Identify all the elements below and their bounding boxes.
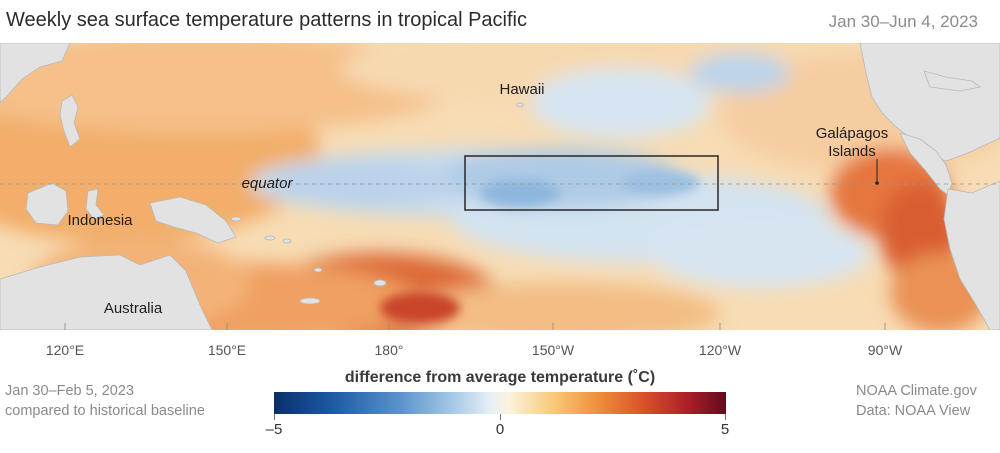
legend-label-zero: 0 — [495, 421, 505, 438]
lon-label-120w: 120°W — [698, 342, 742, 358]
legend-label-max: 5 — [720, 421, 730, 438]
label-hawaii: Hawaii — [499, 81, 544, 98]
credit-data: Data: NOAA View — [856, 403, 971, 419]
lon-label-120e: 120°E — [45, 342, 85, 358]
sst-anomaly-map: Hawaii Galápagos Islands equator Indones… — [0, 43, 1000, 330]
lon-label-180: 180° — [374, 342, 404, 358]
legend-title: difference from average temperature (˚C) — [344, 369, 656, 386]
legend-tick-max — [725, 414, 726, 420]
nino34-box — [464, 155, 719, 211]
label-indonesia: Indonesia — [67, 212, 133, 229]
credits: NOAA Climate.gov Data: NOAA View — [856, 381, 977, 421]
week-caption: Jan 30–Feb 5, 2023 compared to historica… — [5, 381, 205, 421]
legend-label-min: –5 — [265, 421, 283, 438]
week-dates: Jan 30–Feb 5, 2023 — [5, 383, 134, 399]
legend-tick-min — [274, 414, 275, 420]
label-australia: Australia — [104, 300, 163, 317]
label-galapagos-2: Islands — [828, 143, 876, 160]
legend-tick-zero — [500, 414, 501, 420]
lon-label-150w: 150°W — [531, 342, 575, 358]
date-range: Jan 30–Jun 4, 2023 — [828, 12, 978, 31]
lon-label-90w: 90°W — [867, 342, 903, 358]
map-title: Weekly sea surface temperature patterns … — [6, 9, 527, 31]
credit-source: NOAA Climate.gov — [856, 383, 977, 399]
legend-color-bar — [274, 392, 726, 414]
lon-label-150e: 150°E — [207, 342, 247, 358]
label-galapagos-1: Galápagos — [816, 125, 889, 142]
label-equator: equator — [242, 175, 294, 192]
baseline-note: compared to historical baseline — [5, 403, 205, 419]
galapagos-marker — [875, 181, 879, 185]
